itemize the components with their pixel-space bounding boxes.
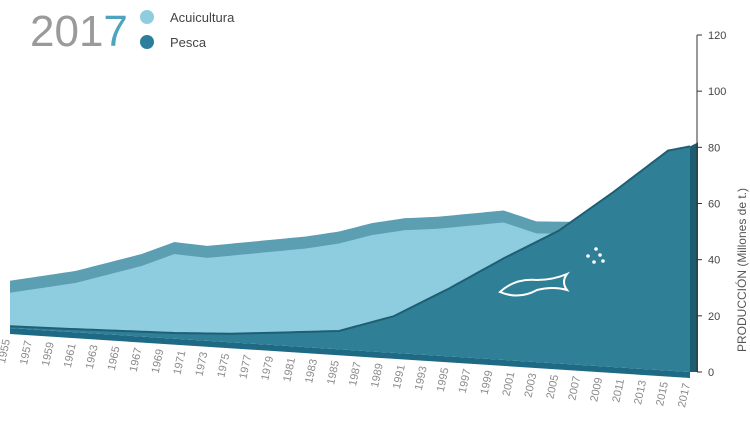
x-tick-label: 2015 [654, 381, 671, 407]
y-tick-label: 0 [708, 367, 714, 379]
x-tick-label: 1969 [150, 348, 167, 374]
legend-label-acuicultura: Acuicultura [170, 10, 235, 25]
y-tick-label: 20 [708, 311, 720, 323]
title-year-main: 201 [30, 7, 103, 56]
x-tick-label: 2001 [501, 371, 518, 397]
food-pellet-icon [592, 260, 596, 264]
x-tick-label: 2005 [544, 374, 561, 400]
fish-icon [498, 271, 571, 297]
y-tick-label: 60 [708, 199, 720, 211]
area-acuicultura [10, 146, 690, 372]
x-tick-label: 1983 [303, 358, 320, 384]
x-tick-label: 1967 [128, 347, 145, 373]
x-tick-label: 1955 [0, 338, 13, 364]
x-tick-label: 2009 [588, 376, 605, 402]
x-tick-label: 1985 [325, 359, 342, 385]
food-pellet-icon [594, 247, 598, 251]
x-tick-label: 1997 [457, 368, 474, 394]
y-axis: 0 20 40 60 80 100 120 [696, 30, 726, 379]
x-tick-label: 1973 [194, 351, 211, 377]
floor-slab [10, 328, 690, 378]
chart-floor [10, 328, 690, 378]
legend-swatch-acuicultura [140, 10, 154, 24]
x-tick-label: 1975 [215, 352, 232, 378]
legend: Acuicultura Pesca [140, 10, 235, 50]
x-tick-label: 1977 [237, 354, 254, 380]
chart-title: 2017 [30, 7, 128, 56]
x-axis: 1955 1957 1959 1961 1963 1965 1967 1969 1971 1973… [0, 338, 693, 408]
x-tick-label: 2011 [610, 378, 627, 404]
x-tick-label: 1963 [84, 344, 101, 370]
y-axis-label: PRODUCCIÓN (Millones de t.) [734, 188, 749, 352]
x-tick-label: 1979 [259, 355, 276, 381]
y-tick-label: 40 [708, 255, 720, 267]
x-tick-label: 1981 [281, 357, 298, 383]
title-year-accent: 7 [103, 7, 127, 56]
x-tick-label: 2007 [566, 375, 583, 401]
x-tick-label: 2013 [632, 379, 649, 405]
y-tick-label: 120 [708, 30, 726, 42]
x-tick-label: 1965 [106, 345, 123, 371]
x-tick-label: 1989 [369, 362, 386, 388]
x-tick-label: 1987 [347, 361, 364, 387]
area-acuicultura-edge [9, 145, 691, 335]
x-tick-label: 1959 [40, 341, 57, 367]
x-tick-label: 1993 [413, 365, 430, 391]
legend-swatch-pesca [140, 35, 154, 49]
x-tick-label: 2017 [676, 382, 693, 408]
x-tick-label: 1991 [391, 364, 408, 390]
x-tick-label: 1961 [62, 342, 79, 368]
food-pellet-icon [586, 254, 590, 258]
x-tick-label: 2003 [523, 372, 540, 398]
food-pellet-icon [598, 253, 602, 257]
legend-label-pesca: Pesca [170, 35, 207, 50]
area-side-face [690, 142, 698, 372]
series-layer [9, 142, 698, 372]
food-pellet-icon [601, 259, 605, 263]
x-tick-label: 1957 [18, 340, 35, 366]
x-tick-label: 1999 [479, 369, 496, 395]
y-tick-label: 100 [708, 86, 726, 98]
x-tick-label: 1995 [435, 367, 452, 393]
y-tick-label: 80 [708, 142, 720, 154]
fish-icon [323, 153, 403, 217]
x-tick-label: 1971 [172, 349, 189, 375]
